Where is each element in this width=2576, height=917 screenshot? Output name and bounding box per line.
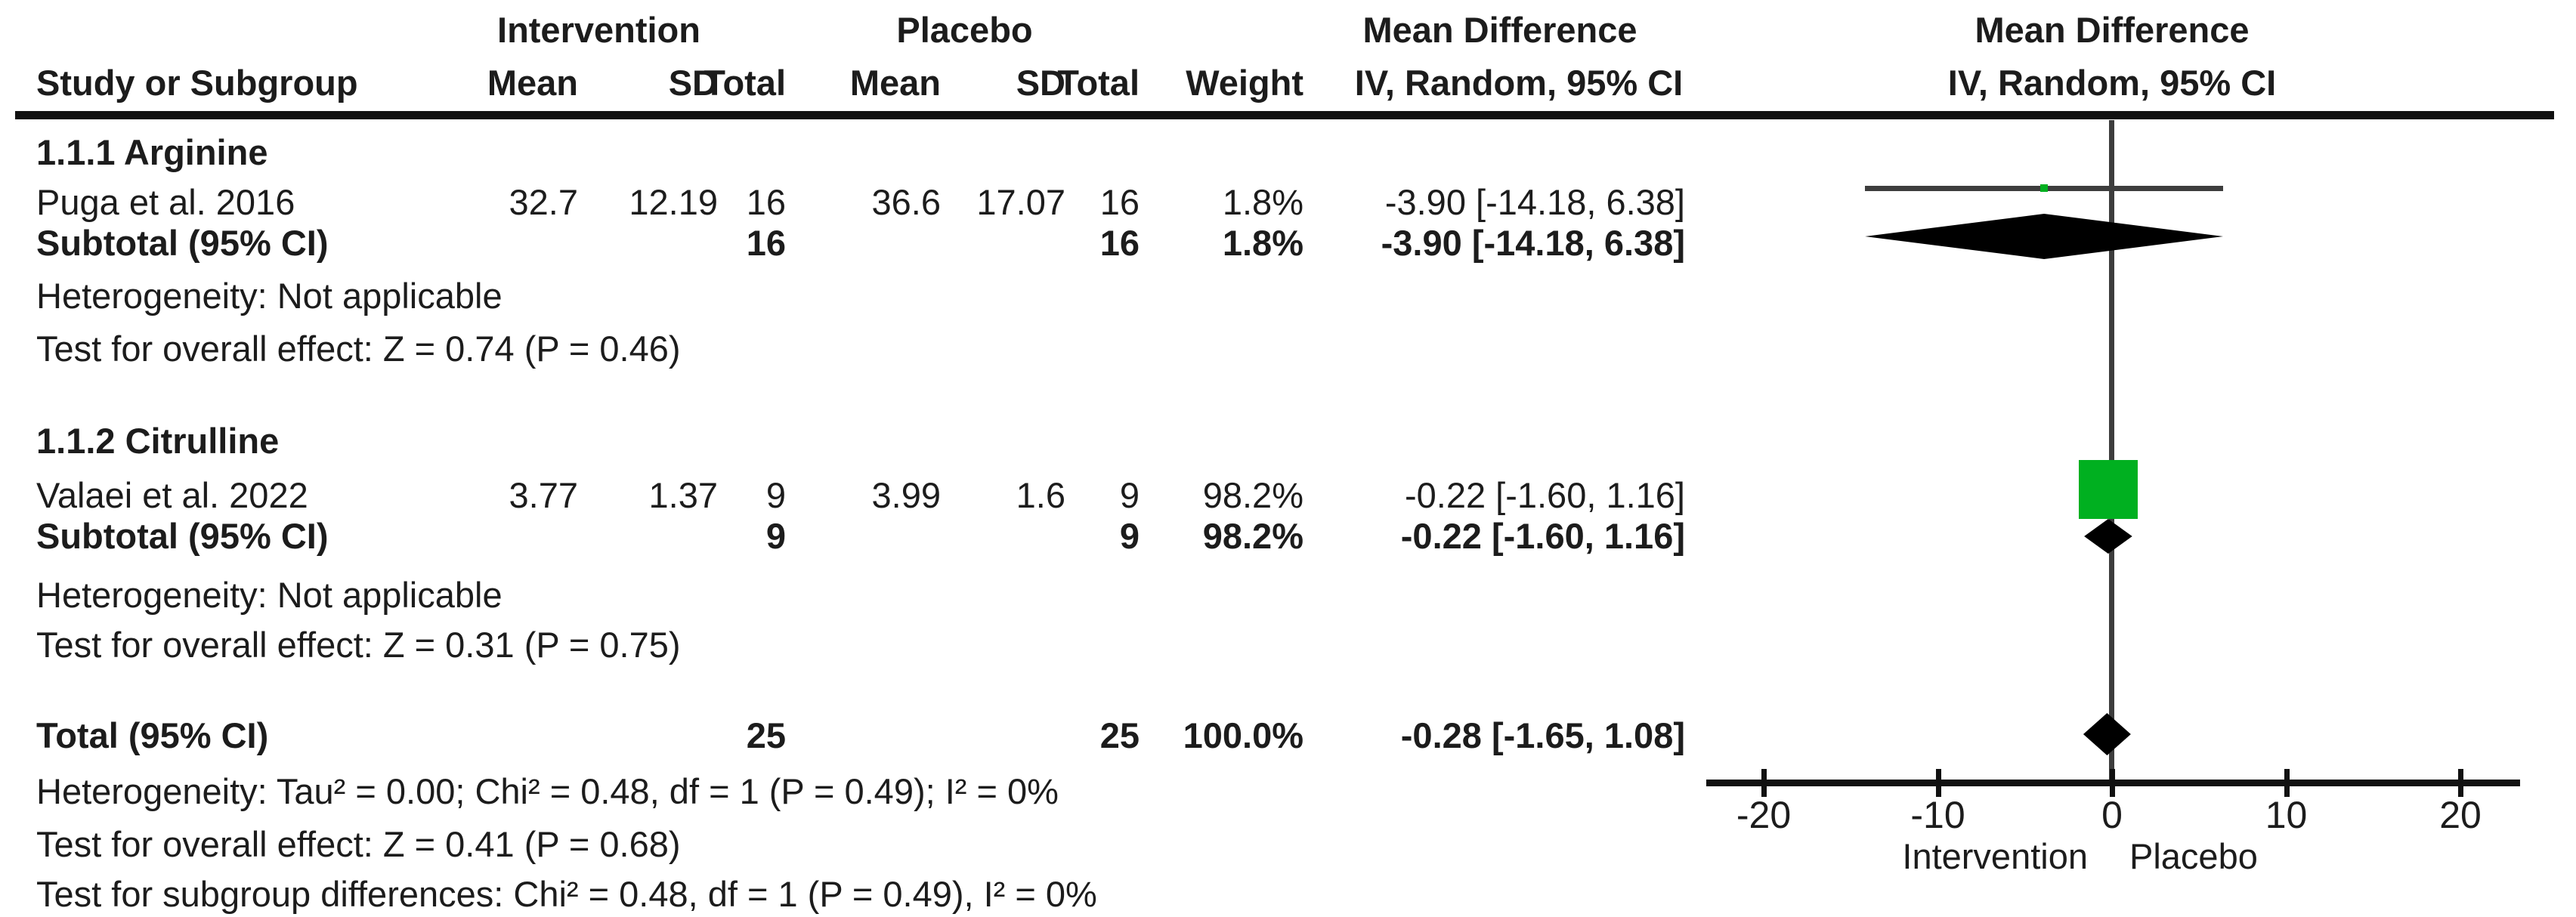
column-header-total-intervention: Total	[704, 63, 786, 103]
heterogeneity-note-citrulline: Heterogeneity: Not applicable	[36, 575, 503, 615]
total-total-placebo: 25	[1099, 715, 1140, 755]
subtotal-total-placebo: 16	[1099, 223, 1140, 263]
total-weight: 100.0%	[1183, 715, 1303, 755]
x-axis-tick-label: 20	[2439, 794, 2482, 836]
subtotal-ci-text: -3.90 [-14.18, 6.38]	[1381, 223, 1685, 263]
x-axis-tick	[1935, 769, 1941, 797]
column-header-ci: IV, Random, 95% CI	[1354, 63, 1684, 103]
study-name: Valaei et al. 2022	[36, 475, 308, 515]
subgroup-differences-test: Test for subgroup differences: Chi² = 0.…	[36, 874, 1097, 914]
column-header-sd-placebo: SD	[1016, 63, 1065, 103]
overall-effect-test-citrulline: Test for overall effect: Z = 0.31 (P = 0…	[36, 625, 681, 665]
heterogeneity-note-arginine: Heterogeneity: Not applicable	[36, 276, 503, 316]
x-axis-tick-label: -20	[1736, 794, 1792, 836]
total-total-intervention: 25	[746, 715, 786, 755]
mean-difference-header: Mean Difference	[1362, 10, 1637, 50]
heterogeneity-note-total: Heterogeneity: Tau² = 0.00; Chi² = 0.48,…	[36, 771, 1059, 811]
mean-intervention: 32.7	[509, 182, 578, 222]
subgroup-label-citrulline: 1.1.2 Citrulline	[36, 421, 280, 461]
sd-placebo: 1.6	[1016, 475, 1065, 515]
x-axis-tick-label: 0	[2101, 794, 2123, 836]
subtotal-weight: 98.2%	[1202, 516, 1303, 556]
x-axis-tick	[2458, 769, 2463, 797]
total-label: Total (95% CI)	[36, 715, 269, 755]
total-placebo: 9	[1119, 475, 1140, 515]
sd-intervention: 12.19	[629, 182, 718, 222]
effect-square-valaei-et-al-2022	[2079, 460, 2138, 519]
ci-text: -0.22 [-1.60, 1.16]	[1404, 475, 1685, 515]
subtotal-ci-text: -0.22 [-1.60, 1.16]	[1400, 516, 1685, 556]
mean-intervention: 3.77	[509, 475, 578, 515]
axis-label-favours-intervention: Intervention	[1902, 836, 2088, 876]
subtotal-total-intervention: 9	[765, 516, 786, 556]
total-intervention: 9	[765, 475, 786, 515]
column-header-study: Study or Subgroup	[36, 63, 358, 103]
header-divider-rule	[15, 111, 2554, 119]
subgroup-label-arginine: 1.1.1 Arginine	[36, 132, 268, 172]
weight: 1.8%	[1222, 182, 1303, 222]
sd-intervention: 1.37	[648, 475, 718, 515]
column-header-total-placebo: Total	[1057, 63, 1140, 103]
subtotal-weight: 1.8%	[1222, 223, 1303, 263]
ci-text: -3.90 [-14.18, 6.38]	[1384, 182, 1685, 222]
x-axis-tick	[1761, 769, 1767, 797]
overall-effect-test-arginine: Test for overall effect: Z = 0.74 (P = 0…	[36, 329, 681, 369]
mean-placebo: 3.99	[871, 475, 941, 515]
total-intervention: 16	[746, 182, 786, 222]
column-header-mean-placebo: Mean	[849, 63, 941, 103]
study-name: Puga et al. 2016	[36, 182, 295, 222]
x-axis-tick	[2284, 769, 2290, 797]
intervention-group-header: Intervention	[497, 10, 700, 50]
x-axis-tick	[2110, 769, 2115, 797]
x-axis-tick-label: 10	[2265, 794, 2308, 836]
subtotal-total-placebo: 9	[1119, 516, 1140, 556]
mean-placebo: 36.6	[871, 182, 941, 222]
weight: 98.2%	[1202, 475, 1303, 515]
overall-effect-test-total: Test for overall effect: Z = 0.41 (P = 0…	[36, 824, 681, 864]
column-header-weight: Weight	[1186, 63, 1303, 103]
plot-mean-difference-header: Mean Difference	[1975, 10, 2250, 50]
subtotal-label: Subtotal (95% CI)	[36, 516, 329, 556]
column-header-sd-intervention: SD	[668, 63, 718, 103]
sd-placebo: 17.07	[976, 182, 1065, 222]
placebo-group-header: Placebo	[896, 10, 1033, 50]
subtotal-total-intervention: 16	[746, 223, 786, 263]
effect-square-puga-et-al-2016	[2039, 184, 2049, 193]
axis-label-favours-placebo: Placebo	[2129, 836, 2258, 876]
pooled-diamond-subtotal-arginine	[1865, 214, 2224, 259]
pooled-diamond-total	[2083, 713, 2131, 755]
plot-column-header-ci: IV, Random, 95% CI	[1947, 63, 2277, 103]
x-axis-tick-label: -10	[1910, 794, 1965, 836]
subtotal-label: Subtotal (95% CI)	[36, 223, 329, 263]
zero-effect-line	[2109, 120, 2114, 784]
pooled-diamond-subtotal-citrulline	[2084, 519, 2132, 554]
column-header-mean-intervention: Mean	[487, 63, 578, 103]
total-ci-text: -0.28 [-1.65, 1.08]	[1400, 715, 1685, 755]
total-placebo: 16	[1099, 182, 1140, 222]
